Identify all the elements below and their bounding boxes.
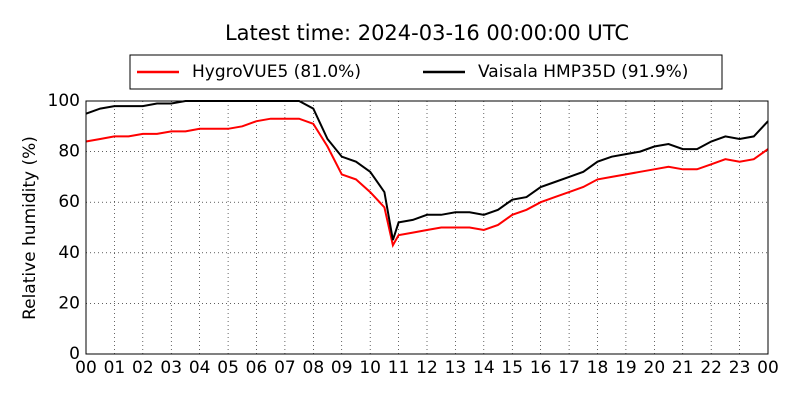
x-tick-label: 02 bbox=[132, 358, 154, 378]
y-tick-label: 60 bbox=[58, 192, 80, 212]
x-tick-label: 21 bbox=[672, 358, 694, 378]
x-tick-label: 15 bbox=[501, 358, 523, 378]
y-axis-label: Relative humidity (%) bbox=[20, 136, 40, 320]
x-tick-label: 05 bbox=[217, 358, 239, 378]
chart-title: Latest time: 2024-03-16 00:00:00 UTC bbox=[225, 21, 629, 45]
x-tick-label: 18 bbox=[587, 358, 609, 378]
x-tick-label: 09 bbox=[331, 358, 353, 378]
x-tick-label: 12 bbox=[416, 358, 438, 378]
x-tick-label: 16 bbox=[530, 358, 552, 378]
series-line bbox=[85, 117, 769, 248]
x-tick-label: 14 bbox=[473, 358, 495, 378]
y-tick-label: 40 bbox=[58, 243, 80, 263]
y-tick-label: 80 bbox=[58, 142, 80, 162]
x-tick-label: 17 bbox=[558, 358, 580, 378]
plot-frame bbox=[85, 100, 769, 355]
x-tick-label: 00 bbox=[75, 358, 97, 378]
x-tick-label: 10 bbox=[359, 358, 381, 378]
x-tick-label: 22 bbox=[700, 358, 722, 378]
legend-label: Vaisala HMP35D (91.9%) bbox=[478, 62, 688, 82]
x-tick-label: 06 bbox=[246, 358, 268, 378]
x-tick-label: 13 bbox=[445, 358, 467, 378]
x-tick-label: 20 bbox=[644, 358, 666, 378]
x-tick-label: 23 bbox=[729, 358, 751, 378]
x-tick-label: 19 bbox=[615, 358, 637, 378]
y-tick-label: 0 bbox=[69, 344, 80, 364]
y-tick-label: 20 bbox=[58, 293, 80, 313]
y-tick-label: 100 bbox=[48, 91, 80, 111]
x-tick-label: 07 bbox=[274, 358, 296, 378]
x-tick-label: 01 bbox=[104, 358, 126, 378]
x-tick-label: 03 bbox=[160, 358, 182, 378]
x-tick-label: 08 bbox=[303, 358, 325, 378]
x-tick-label: 11 bbox=[388, 358, 410, 378]
x-tick-label: 00 bbox=[757, 358, 779, 378]
legend-label: HygroVUE5 (81.0%) bbox=[192, 62, 361, 82]
x-tick-label: 04 bbox=[189, 358, 211, 378]
